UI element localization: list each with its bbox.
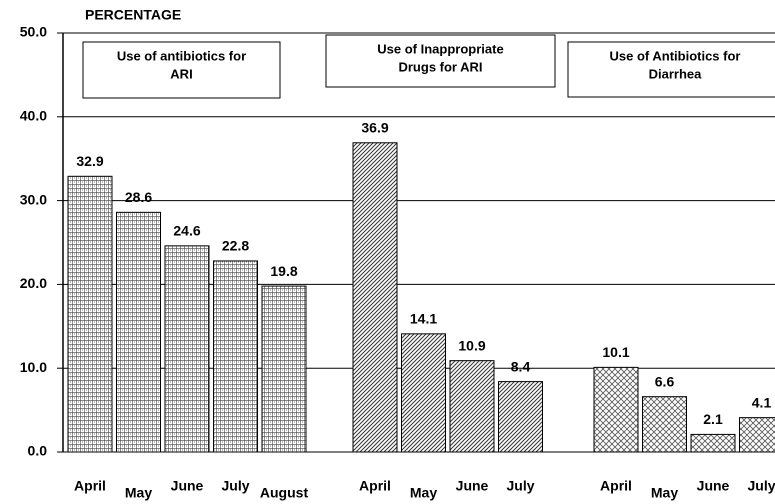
x-tick-label: May (651, 485, 678, 501)
value-label: 22.8 (222, 238, 249, 254)
y-tick-label: 50.0 (20, 24, 47, 40)
legend-label: Diarrhea (649, 66, 703, 81)
value-label: 36.9 (361, 119, 388, 135)
value-label: 10.9 (458, 337, 485, 353)
bar (164, 245, 210, 453)
value-label: 19.8 (270, 263, 297, 279)
bar (739, 417, 775, 453)
y-tick-label: 40.0 (20, 108, 47, 124)
x-tick-label: July (221, 478, 249, 494)
y-tick-label: 10.0 (20, 359, 47, 375)
legend-box (567, 41, 775, 98)
y-tick-label: 30.0 (20, 191, 47, 207)
value-label: 24.6 (173, 223, 200, 239)
bar (67, 175, 113, 453)
legend-box (325, 34, 556, 88)
legend-label: Use of Inappropriate (377, 41, 503, 56)
x-tick-label: July (506, 478, 534, 494)
value-label: 8.4 (511, 358, 531, 374)
x-tick-label: July (747, 478, 775, 494)
bar (213, 260, 258, 453)
legend-label: ARI (170, 66, 192, 81)
legend-label: Drugs for ARI (398, 59, 482, 74)
x-tick-label: June (171, 478, 204, 494)
value-label: 28.6 (125, 189, 152, 205)
x-tick-label: April (359, 478, 391, 494)
legend-label: Use of Antibiotics for (610, 48, 741, 63)
value-label: 6.6 (655, 373, 675, 389)
value-label: 2.1 (703, 411, 723, 427)
bar (116, 211, 161, 453)
value-label: 10.1 (602, 344, 629, 360)
value-label: 4.1 (752, 394, 772, 410)
x-tick-label: June (697, 478, 730, 494)
bar (449, 360, 495, 453)
y-tick-label: 0.0 (28, 443, 48, 459)
bar (690, 433, 736, 453)
x-tick-label: August (260, 485, 309, 501)
bar (593, 366, 639, 453)
value-label: 32.9 (76, 153, 103, 169)
x-tick-label: April (600, 478, 632, 494)
bar (352, 142, 398, 453)
y-axis-label: PERCENTAGE (85, 7, 181, 23)
value-label: 14.1 (410, 311, 437, 327)
bar (401, 333, 446, 453)
bar (498, 381, 543, 453)
y-tick-label: 20.0 (20, 275, 47, 291)
legend-box (82, 41, 281, 99)
x-tick-label: June (456, 478, 489, 494)
bar (642, 396, 687, 453)
x-tick-label: April (74, 478, 106, 494)
legend-label: Use of antibiotics for (117, 48, 246, 63)
bar (261, 285, 307, 453)
x-tick-label: May (410, 485, 437, 501)
x-tick-label: May (125, 485, 152, 501)
